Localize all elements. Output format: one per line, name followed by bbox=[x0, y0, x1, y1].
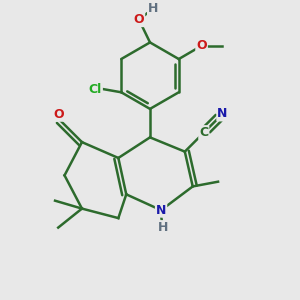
Text: Cl: Cl bbox=[88, 82, 102, 96]
Text: H: H bbox=[158, 221, 168, 234]
Text: N: N bbox=[156, 204, 166, 217]
Text: O: O bbox=[134, 13, 144, 26]
Text: H: H bbox=[148, 2, 158, 15]
Text: O: O bbox=[53, 108, 64, 121]
Text: N: N bbox=[217, 107, 228, 121]
Text: C: C bbox=[199, 126, 208, 139]
Text: O: O bbox=[196, 39, 207, 52]
